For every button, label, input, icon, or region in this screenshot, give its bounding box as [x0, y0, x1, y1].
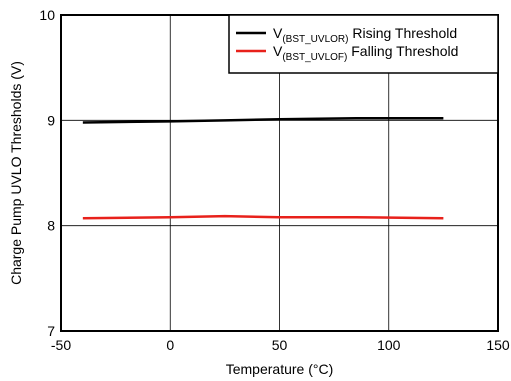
- x-tick-label: 50: [272, 337, 288, 353]
- series-lines: [82, 116, 444, 220]
- y-tick-label: 8: [47, 218, 55, 234]
- legend-box: [228, 14, 499, 74]
- series-line-0: [82, 116, 444, 124]
- y-tick-label: 7: [47, 323, 55, 339]
- x-tick-label: 150: [486, 337, 510, 353]
- y-tick-labels: 7 8 9 10: [39, 7, 55, 339]
- x-tick-label: -50: [51, 337, 71, 353]
- x-tick-labels: -50 0 50 100 150: [51, 337, 510, 353]
- x-tick-label: 100: [377, 337, 401, 353]
- legend: V(BST_UVLOR) Rising ThresholdV(BST_UVLOF…: [228, 14, 499, 74]
- legend-entry-0: V(BST_UVLOR) Rising Threshold: [273, 25, 457, 45]
- series-line-1: [82, 214, 444, 220]
- x-tick-label: 0: [166, 337, 174, 353]
- y-tick-label: 10: [39, 7, 55, 23]
- y-axis-label: Charge Pump UVLO Thresholds (V): [8, 61, 24, 285]
- y-tick-label: 9: [47, 112, 55, 128]
- x-axis-label: Temperature (°C): [226, 361, 334, 377]
- legend-entry-1: V(BST_UVLOF) Falling Threshold: [273, 43, 458, 63]
